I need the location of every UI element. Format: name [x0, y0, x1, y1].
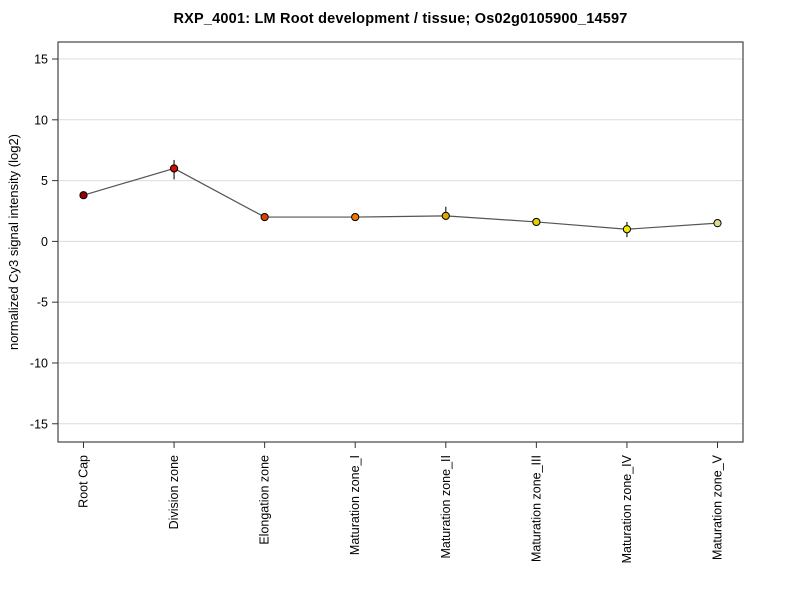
- data-point: [622, 225, 632, 234]
- x-tick-label: Division zone: [167, 455, 181, 529]
- x-tick-label: Maturation zone_IV: [620, 454, 634, 563]
- y-tick-label: -10: [30, 356, 48, 370]
- data-point: [441, 211, 450, 220]
- data-point: [79, 191, 88, 200]
- x-tick-label: Root Cap: [77, 455, 91, 508]
- data-point: [713, 219, 722, 228]
- x-tick-label: Maturation zone_III: [529, 455, 543, 562]
- y-tick-label: 5: [41, 174, 48, 188]
- data-point: [351, 212, 360, 222]
- series-line: [83, 167, 718, 230]
- x-tick-label: Maturation zone_V: [711, 454, 725, 560]
- y-tick-label: 0: [41, 235, 48, 249]
- y-tick-label: 15: [34, 53, 48, 67]
- data-point: [532, 217, 541, 227]
- y-tick-label: 10: [34, 113, 48, 127]
- x-tick-label: Maturation zone_I: [348, 455, 362, 555]
- y-tick-label: -5: [37, 296, 48, 310]
- data-point: [260, 212, 269, 222]
- plot-border: [57, 41, 744, 443]
- data-point: [169, 164, 179, 173]
- x-tick-label: Maturation zone_II: [439, 455, 453, 559]
- y-tick-label: -15: [30, 417, 48, 431]
- chart-title: RXP_4001: LM Root development / tissue; …: [173, 11, 628, 27]
- x-tick-label: Elongation zone: [258, 455, 272, 545]
